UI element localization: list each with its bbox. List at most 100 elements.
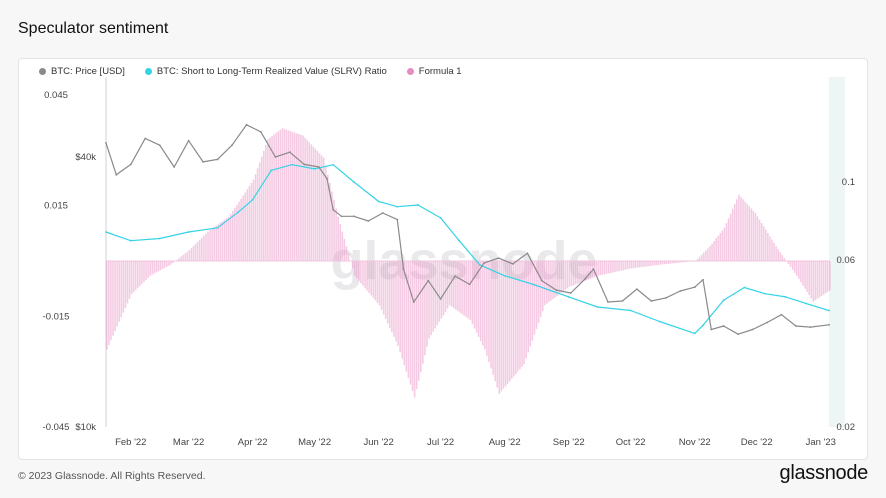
x-axis-tick-label: May '22 [298,437,331,448]
right-axis-tick-label: 0.06 [837,255,856,266]
formula-1-bar [556,261,558,297]
formula-1-bar [205,233,207,261]
formula-1-bar [370,261,373,296]
formula-1-bar [446,261,449,309]
formula-1-bar [603,261,606,275]
slrv-ratio-line-point [764,292,766,295]
formula-1-bar [535,261,538,329]
formula-1-bar [275,132,277,261]
btc-price-line-point [202,161,204,163]
formula-1-bar [475,261,478,333]
formula-1-bar [614,261,616,273]
btc-price-line-point [555,289,558,291]
formula-1-bar [362,261,364,286]
btc-price-line-point [439,298,442,300]
formula-1-bar [314,148,317,261]
formula-1-bar [285,129,288,261]
glassnode-logo[interactable]: glassnode [779,462,869,484]
formula-1-bar [738,194,740,261]
btc-price-line-point [497,257,500,260]
btc-price-line-point [679,290,682,292]
formula-1-bar [143,261,145,282]
slrv-ratio-line-point [270,169,273,172]
formula-1-bar [682,261,684,263]
formula-1-bar [391,261,393,333]
formula-1-bar [525,261,527,359]
formula-1-bar [589,261,591,279]
formula-1-bar [450,261,453,307]
formula-1-bar [764,229,767,261]
formula-1-bar [824,261,827,294]
formula-1-bar [180,256,182,261]
left-axis-tick-label: -0.015 [43,311,70,322]
formula-1-bar [579,261,581,283]
slrv-ratio-line-point [458,239,461,242]
formula-1-bar [820,261,823,297]
btc-price-line-point [173,166,176,168]
formula-1-bar [715,238,717,261]
btc-price-line-point [332,208,335,211]
legend-swatch-btc-price [39,68,46,75]
formula-1-bar [773,242,775,261]
slrv-ratio-line-point [237,211,240,214]
formula-1-bar [481,261,484,346]
formula-1-bar [393,261,395,337]
formula-1-bar [804,261,806,289]
formula-1-bar [486,261,488,356]
formula-1-bar [318,153,321,261]
formula-1-bar [134,261,137,291]
formula-1-bar [800,261,802,283]
formula-1-bar [806,261,808,292]
formula-1-bar [473,261,476,329]
legend-item-formula-1[interactable]: Formula 1 [406,66,462,77]
right-axis-tick-label: 0.02 [837,422,856,433]
formula-1-bar [643,261,645,267]
slrv-ratio-line-point [503,274,506,277]
formula-1-bar [217,224,220,261]
legend-label-btc-price: BTC: Price [USD] [51,66,125,77]
formula-1-bar [506,261,509,384]
formula-1-bar [696,258,699,261]
btc-price-line-point [317,166,320,168]
btc-price-line-point [260,131,262,133]
formula-1-bar [399,261,401,353]
slrv-ratio-line-point [105,231,107,233]
formula-1-bar [684,261,686,263]
btc-price-line-point [635,288,638,291]
formula-1-bar [262,150,265,261]
slrv-ratio-line-point [693,332,696,335]
formula-1-bar [798,261,800,279]
formula-1-bar [490,261,492,369]
btc-price-line-point [650,300,653,302]
formula-1-bar [192,245,195,261]
formula-1-bar [201,237,203,261]
legend-item-btc-price[interactable]: BTC: Price [USD] [39,66,125,77]
formula-1-bar [227,216,230,261]
formula-1-bar [504,261,507,387]
btc-price-line-point [584,277,587,280]
formula-1-bar [296,133,298,261]
formula-1-bar [607,261,610,274]
formula-1-bar [754,213,757,261]
formula-1-bar [267,139,269,261]
legend-item-slrv[interactable]: BTC: Short to Long-Term Realized Value (… [144,66,387,77]
formula-1-bar [139,261,141,287]
formula-1-bar [717,235,720,261]
formula-1-bar [793,261,796,273]
footer-copyright: © 2023 Glassnode. All Rights Reserved. [18,470,206,482]
formula-1-bar [424,261,426,356]
formula-1-bar [814,261,817,301]
formula-1-bar [405,261,408,372]
formula-1-bar [269,137,271,261]
legend-label-slrv: BTC: Short to Long-Term Realized Value (… [156,66,387,77]
formula-1-bar [736,199,738,261]
formula-1-bar [746,203,748,261]
slrv-ratio-line-point [251,198,254,201]
formula-1-bar [184,253,187,261]
btc-price-line-point [274,156,277,158]
formula-1-bar [554,261,556,298]
formula-1-bar [252,179,255,261]
formula-1-bar [700,254,703,261]
formula-1-bar [250,183,253,261]
formula-1-bar [453,261,455,309]
